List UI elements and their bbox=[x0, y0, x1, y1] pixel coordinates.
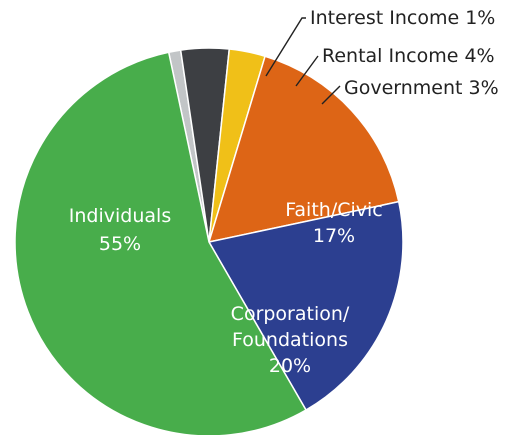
pie-slice-individuals bbox=[14, 51, 308, 435]
label-corporation: Corporation/ bbox=[231, 303, 350, 325]
label-government: Government 3% bbox=[344, 77, 499, 99]
label-faith-civic: Faith/Civic bbox=[285, 199, 383, 221]
pie-slices bbox=[14, 47, 404, 435]
leader-lines bbox=[265, 17, 341, 105]
label-foundations: Foundations bbox=[232, 329, 348, 351]
label-rental-income: Rental Income 4% bbox=[322, 45, 495, 67]
leader-line-government bbox=[321, 85, 341, 105]
label-faith-civic-pct: 17% bbox=[313, 225, 355, 247]
pie-slice-corporation-foundations bbox=[207, 200, 404, 412]
label-corporation-pct: 20% bbox=[269, 355, 311, 377]
leader-line-interest bbox=[265, 17, 306, 77]
pie-slice-faith-civic bbox=[207, 55, 400, 243]
label-interest-income: Interest Income 1% bbox=[310, 7, 495, 29]
slice-labels: Interest Income 1% Rental Income 4% Gove… bbox=[69, 7, 499, 377]
leader-line-rental bbox=[295, 55, 319, 87]
label-individuals: Individuals bbox=[69, 205, 171, 227]
label-individuals-pct: 55% bbox=[99, 233, 141, 255]
